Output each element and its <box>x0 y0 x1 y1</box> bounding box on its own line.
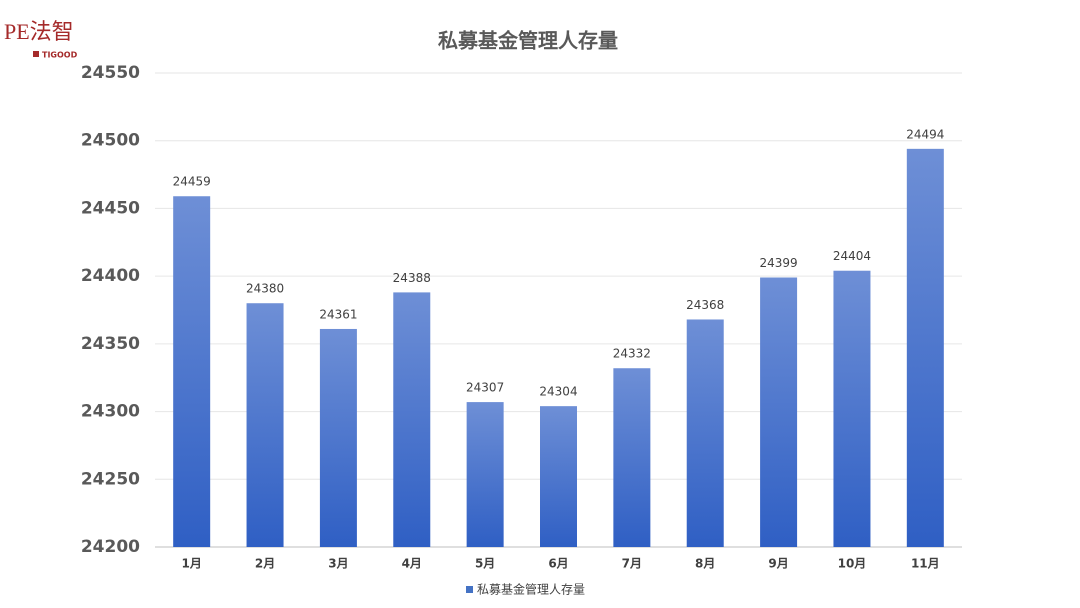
bar <box>760 277 798 547</box>
data-label: 24304 <box>539 385 577 399</box>
x-tick-label: 7月 <box>622 557 642 571</box>
bar <box>319 328 357 547</box>
x-tick-label: 3月 <box>328 557 348 571</box>
logo-icon <box>33 51 39 57</box>
logo-subtext: TIGOOD <box>42 51 78 60</box>
x-tick-label: 9月 <box>768 557 788 571</box>
x-tick-label: 8月 <box>695 557 715 571</box>
data-label: 24494 <box>906 127 944 141</box>
y-tick-label: 24550 <box>81 63 140 83</box>
x-tick-label: 2月 <box>255 557 275 571</box>
x-tick-label: 6月 <box>548 557 568 571</box>
x-tick-label: 1月 <box>182 557 202 571</box>
bar <box>466 402 504 547</box>
data-label: 24388 <box>393 271 431 285</box>
data-label: 24307 <box>466 381 504 395</box>
logo-text: PE法智 <box>4 19 74 44</box>
y-tick-label: 24400 <box>81 266 140 286</box>
x-tick-label: 10月 <box>838 557 867 571</box>
bar <box>613 368 651 547</box>
bar <box>906 148 944 547</box>
bar <box>686 319 724 547</box>
legend-label: 私募基金管理人存量 <box>477 582 585 597</box>
y-tick-label: 24450 <box>81 198 140 218</box>
x-tick-label: 11月 <box>911 557 940 571</box>
bar <box>246 303 284 547</box>
y-tick-label: 24200 <box>81 537 140 557</box>
bar <box>833 270 871 547</box>
data-label: 24399 <box>759 256 797 270</box>
x-tick-label: 5月 <box>475 557 495 571</box>
bar <box>173 196 211 548</box>
y-tick-label: 24350 <box>81 334 140 354</box>
bar <box>540 406 577 547</box>
data-label: 24380 <box>246 282 284 296</box>
data-label: 24404 <box>833 249 871 263</box>
chart-title: 私募基金管理人存量 <box>438 29 618 53</box>
data-label: 24459 <box>173 175 211 189</box>
x-tick-label: 4月 <box>402 557 422 571</box>
data-label: 24368 <box>686 298 724 312</box>
y-tick-label: 24500 <box>81 131 140 151</box>
legend-swatch <box>466 586 473 593</box>
y-tick-label: 24250 <box>81 469 140 489</box>
bar <box>393 292 431 547</box>
data-label: 24332 <box>613 347 651 361</box>
y-tick-label: 24300 <box>81 402 140 422</box>
data-label: 24361 <box>319 307 357 321</box>
